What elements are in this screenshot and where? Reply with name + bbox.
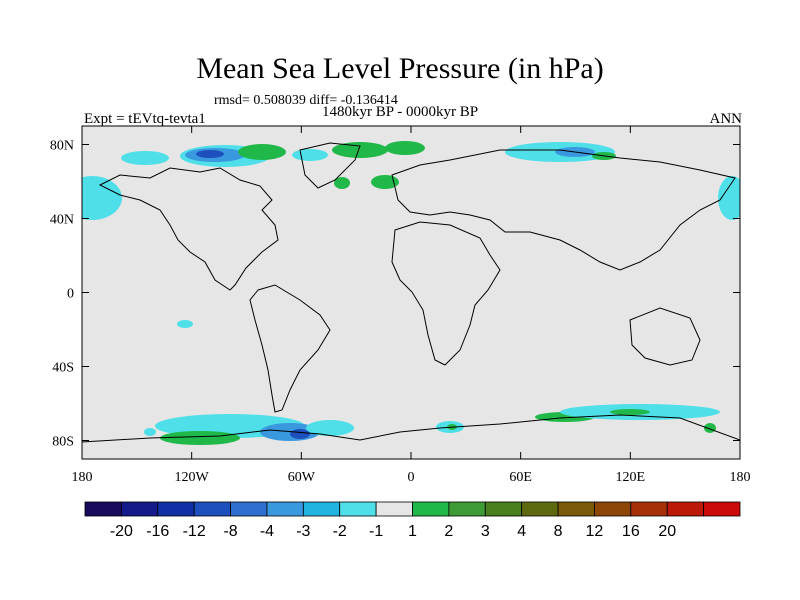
x-tick-label: 60E <box>509 470 532 485</box>
colorbar-label: 1 <box>408 523 417 540</box>
anomaly-patch <box>177 320 193 328</box>
coastlines <box>82 142 740 443</box>
colorbar-swatch <box>666 501 705 517</box>
anomaly-patch <box>334 177 350 189</box>
colorbar-label: -16 <box>146 523 169 540</box>
y-tick-label: 80N <box>50 139 74 154</box>
y-tick-label: 80S <box>52 435 74 450</box>
y-tick-label: 40N <box>50 213 74 228</box>
y-tick-label: 0 <box>67 287 74 302</box>
colorbar-label: 3 <box>481 523 490 540</box>
anomaly-patch <box>196 150 224 158</box>
x-tick-label: 120W <box>175 470 210 485</box>
anomaly-patch <box>144 428 156 436</box>
colorbar-swatch <box>594 501 632 517</box>
colorbar-label: 16 <box>622 523 640 540</box>
colorbar-swatch <box>521 501 559 517</box>
y-axis: 80N 40N 0 40S 80S <box>50 139 740 450</box>
colorbar-swatch <box>703 501 741 517</box>
colorbar-label: -4 <box>260 523 274 540</box>
colorbar-swatch <box>375 501 413 517</box>
colorbar: -20 -16 -12 -8 -4 -3 -2 -1 1 2 3 4 8 12 16 20 <box>84 501 741 540</box>
anomaly-patch <box>238 144 286 160</box>
anomaly-patch <box>306 420 354 436</box>
anomaly-patch <box>121 151 169 165</box>
experiment-label: Expt = tEVtq-tevta1 <box>84 111 206 127</box>
coastline-africa <box>391 221 501 366</box>
colorbar-swatch <box>412 501 450 517</box>
y-tick-label: 40S <box>52 361 74 376</box>
colorbar-label: -1 <box>369 523 383 540</box>
chart-title: Mean Sea Level Pressure (in hPa) <box>196 52 604 85</box>
anomaly-patch <box>160 431 240 445</box>
x-tick-label: 180 <box>72 470 93 485</box>
stats-label: rmsd= 0.508039 diff= -0.136414 <box>214 93 398 108</box>
coastline-eurasia <box>391 149 736 271</box>
colorbar-swatch <box>157 501 195 517</box>
colorbar-swatch <box>484 501 523 517</box>
x-tick-label: 0 <box>408 470 415 485</box>
colorbar-swatch <box>448 501 486 517</box>
colorbar-swatch <box>339 501 377 517</box>
colorbar-label: -12 <box>183 523 206 540</box>
anomaly-patch <box>82 176 122 220</box>
coastline-australia <box>629 307 701 366</box>
season-label: ANN <box>709 111 743 127</box>
colorbar-swatch <box>557 501 595 517</box>
colorbar-swatch <box>266 501 304 517</box>
colorbar-label: 2 <box>444 523 453 540</box>
coastline-north-america <box>98 167 279 291</box>
coastline-antarctica <box>82 414 740 443</box>
anomaly-patch <box>385 141 425 155</box>
colorbar-swatch <box>302 501 341 517</box>
colorbar-swatch <box>193 501 231 517</box>
colorbar-label: 4 <box>517 523 526 540</box>
colorbar-label: -2 <box>333 523 347 540</box>
x-tick-label: 120E <box>616 470 646 485</box>
colorbar-swatch <box>630 501 668 517</box>
x-tick-label: 60W <box>288 470 316 485</box>
anomaly-patch <box>332 142 388 158</box>
colorbar-swatch <box>84 501 122 517</box>
map-background <box>82 126 740 459</box>
colorbar-swatch <box>120 501 159 517</box>
colorbar-label: 12 <box>586 523 604 540</box>
period-label: 1480kyr BP - 0000kyr BP <box>322 104 479 120</box>
colorbar-label: 8 <box>554 523 563 540</box>
x-axis: 180 120W 60W 0 60E 120E 180 <box>72 126 751 485</box>
colorbar-swatch <box>230 501 268 517</box>
anomaly-patch <box>292 149 328 161</box>
x-tick-label: 180 <box>730 470 751 485</box>
anomaly-patch <box>718 176 740 220</box>
anomaly-layer <box>82 141 740 445</box>
colorbar-label: 20 <box>658 523 676 540</box>
coastline-greenland <box>299 142 361 189</box>
colorbar-label: -20 <box>110 523 133 540</box>
anomaly-patch <box>704 423 716 433</box>
anomaly-patch <box>290 429 310 439</box>
anomaly-patch <box>610 409 650 415</box>
coastline-south-america <box>249 284 331 413</box>
colorbar-label: -3 <box>296 523 310 540</box>
colorbar-label: -8 <box>223 523 237 540</box>
anomaly-patch <box>371 175 399 189</box>
